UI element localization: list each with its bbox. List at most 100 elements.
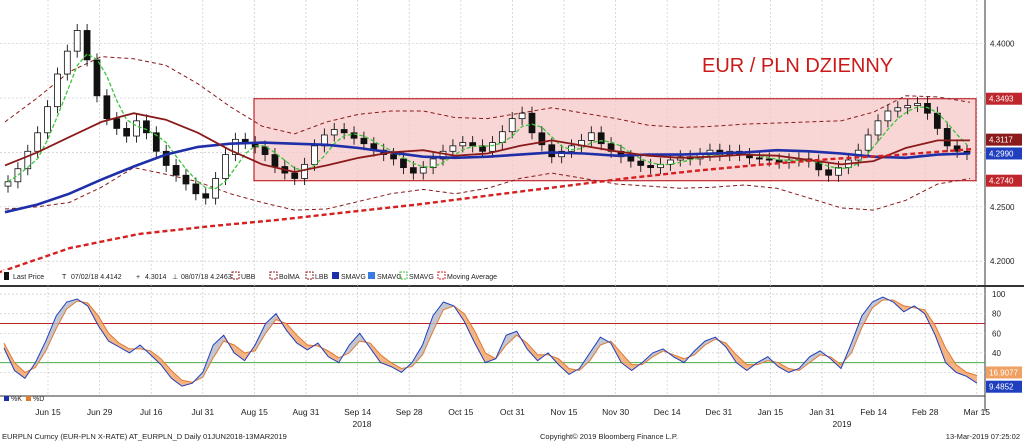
price-badge xyxy=(986,133,1022,146)
candle-body xyxy=(518,112,526,120)
osc-fill xyxy=(903,305,915,312)
osc-fill xyxy=(119,343,130,353)
dash-legend-icon xyxy=(305,271,314,280)
osc-fill xyxy=(694,341,705,355)
candle-body xyxy=(113,118,121,129)
footer-right: 13-Mar-2019 07:25:02 xyxy=(946,432,1020,441)
candle-body xyxy=(172,165,180,176)
osc-fill xyxy=(945,347,957,373)
price-badge xyxy=(986,174,1022,187)
candle-body xyxy=(93,59,101,97)
osc-fill xyxy=(181,380,193,387)
smavg-long-line xyxy=(4,141,971,214)
candle-body xyxy=(330,129,338,136)
candle-body xyxy=(271,154,279,167)
candle-body xyxy=(54,73,61,108)
osc-fill xyxy=(464,313,475,344)
osc-fill xyxy=(474,331,486,363)
candle-body xyxy=(953,145,961,152)
candle-body xyxy=(73,30,81,52)
osc-fill xyxy=(14,362,25,379)
candle-body xyxy=(587,132,595,141)
osc-fill xyxy=(589,337,601,361)
x-tick-label: Jan 31 xyxy=(809,407,835,417)
dash-legend-icon xyxy=(437,271,446,280)
x-tick-label: Dec 14 xyxy=(654,407,681,417)
osc-fill xyxy=(296,335,308,350)
candle-body xyxy=(924,103,931,114)
osc-fill xyxy=(391,362,402,373)
x-tick-label: Nov 30 xyxy=(602,407,629,417)
candle-body xyxy=(340,129,348,134)
candle-body xyxy=(469,142,477,147)
x-tick-label: Jul 31 xyxy=(191,407,214,417)
candle-body xyxy=(884,110,892,122)
osc-fill xyxy=(108,333,120,347)
osc-fill xyxy=(485,352,496,363)
candle-body xyxy=(894,107,902,112)
candle-body xyxy=(667,159,674,165)
osc-fill xyxy=(956,364,967,377)
osc-fill xyxy=(558,358,569,375)
legend-label: UBB xyxy=(241,274,256,281)
legend-label: Moving Average xyxy=(447,274,497,281)
marker-legend-icon: T xyxy=(62,274,67,281)
price-badge xyxy=(986,92,1022,105)
candle-body xyxy=(627,156,635,162)
osc-fill xyxy=(621,352,632,371)
legend-label: SMAVG xyxy=(341,274,366,281)
smavg-short-line xyxy=(7,53,968,190)
osc-fill xyxy=(35,341,46,368)
candle-body xyxy=(133,120,140,137)
osc-fill xyxy=(778,362,789,373)
y-tick-label: 4.2500 xyxy=(990,203,1015,212)
candle-body xyxy=(400,158,407,169)
candle-body xyxy=(825,169,832,176)
x-tick-label: Aug 31 xyxy=(293,407,320,417)
candle-body xyxy=(4,181,12,187)
osc-fill xyxy=(213,335,224,358)
osc-fill xyxy=(370,343,381,363)
osc-k-line xyxy=(3,296,978,387)
candle-body xyxy=(933,112,941,129)
osc-fill xyxy=(851,315,862,353)
footer-left: EURPLN Curncy (EUR-PLN X-RATE) AT_EURPLN… xyxy=(2,432,287,441)
osc-fill xyxy=(861,301,873,328)
candle-body xyxy=(409,167,417,174)
candle-body xyxy=(835,167,842,176)
year-label: 2019 xyxy=(833,419,852,429)
candle-body xyxy=(232,138,239,155)
candle-body xyxy=(350,132,358,139)
footer-background xyxy=(0,431,1024,441)
y-tick-label: 4.2000 xyxy=(990,257,1015,266)
year-label: 2018 xyxy=(353,419,372,429)
lower-band-line xyxy=(4,167,971,211)
osc-legend-swatch xyxy=(26,396,31,401)
candle-body xyxy=(123,128,131,137)
candle-body xyxy=(765,158,773,161)
footer-center: Copyright© 2019 Bloomberg Finance L.P. xyxy=(540,432,678,441)
chart-title: EUR / PLN DZIENNY xyxy=(702,55,893,77)
candle-body xyxy=(508,118,516,133)
price-badge xyxy=(986,147,1022,160)
osc-fill xyxy=(286,323,297,344)
legend-label: Last Price xyxy=(13,274,44,281)
legend-label: BolMA xyxy=(279,274,300,281)
osc-fill xyxy=(328,350,339,363)
candle-body xyxy=(390,154,397,160)
upper-band-line xyxy=(4,56,971,135)
legend-label: 08/07/18 4.2463 xyxy=(181,274,232,281)
candle-body xyxy=(439,150,447,160)
candle-body xyxy=(449,145,457,152)
osc-fill xyxy=(527,343,538,361)
osc-legend-swatch xyxy=(4,396,9,401)
price-badge-label: 4.3493 xyxy=(989,95,1014,104)
candle-body xyxy=(34,132,42,152)
osc-badge xyxy=(986,366,1022,379)
candle-body xyxy=(874,120,882,136)
osc-fill xyxy=(98,315,109,342)
candle-body xyxy=(904,105,912,109)
candle-body xyxy=(83,30,91,61)
candle-body xyxy=(637,160,645,166)
